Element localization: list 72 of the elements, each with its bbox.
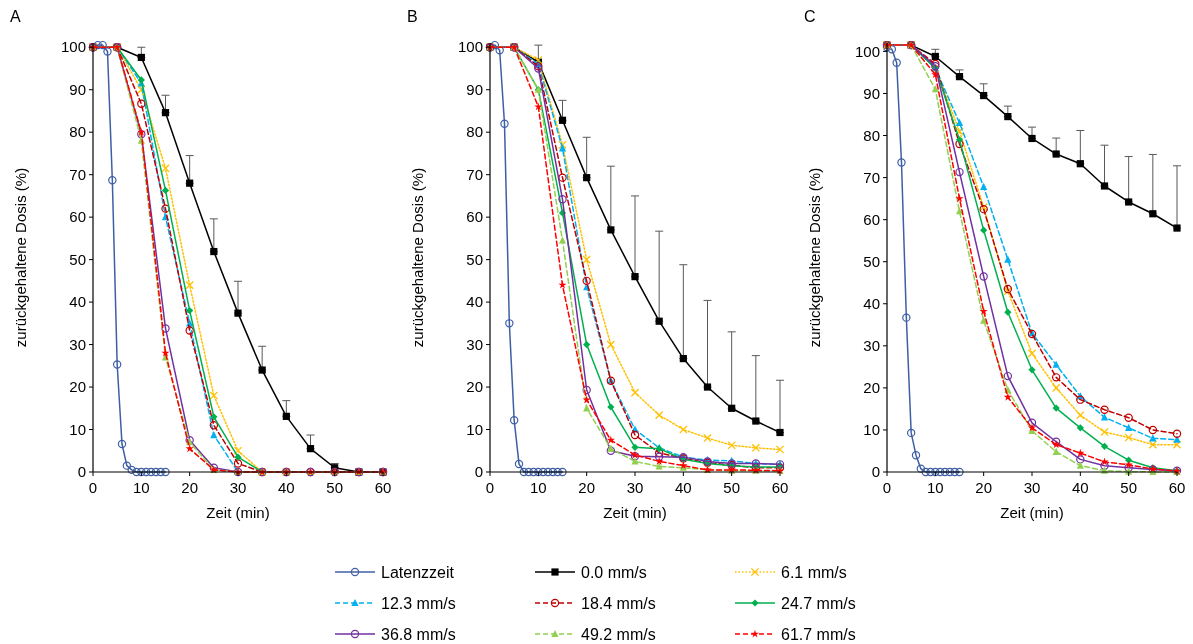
y-tick-label: 50 [863, 252, 880, 270]
y-tick-label: 90 [863, 84, 880, 102]
x-axis-title: Zeit (min) [206, 504, 270, 521]
x-tick-label: 60 [1168, 479, 1186, 496]
y-tick-label: 80 [69, 123, 86, 141]
x-tick-label: 40 [277, 479, 295, 496]
x-tick-label: 20 [181, 479, 199, 496]
legend-label: 24.7 mm/s [781, 594, 856, 612]
y-tick-label: 70 [466, 165, 483, 183]
legend-label: Latenzzeit [381, 563, 455, 581]
x-tick-label: 50 [723, 479, 741, 496]
y-tick-label: 70 [69, 165, 86, 183]
y-tick-label: 80 [863, 126, 880, 144]
legend-label: 12.3 mm/s [381, 594, 456, 612]
x-tick-label: 30 [626, 479, 644, 496]
legend-label: 18.4 mm/s [581, 594, 656, 612]
y-tick-label: 0 [474, 463, 483, 481]
y-tick-label: 70 [863, 168, 880, 186]
legend-label: 6.1 mm/s [781, 563, 847, 581]
y-tick-label: 100 [854, 42, 880, 60]
x-tick-label: 30 [229, 479, 247, 496]
x-tick-label: 10 [529, 479, 547, 496]
chart-title: B [407, 8, 418, 25]
x-axis-title: Zeit (min) [1000, 504, 1064, 521]
x-tick-label: 40 [674, 479, 692, 496]
x-axis-title: Zeit (min) [603, 504, 667, 521]
y-tick-label: 10 [69, 420, 86, 438]
y-tick-label: 80 [466, 123, 483, 141]
x-tick-label: 30 [1023, 479, 1041, 496]
y-tick-label: 100 [60, 38, 86, 56]
y-tick-label: 60 [863, 210, 880, 228]
y-tick-label: 30 [863, 337, 880, 355]
y-tick-label: 10 [466, 420, 483, 438]
chart-title: C [804, 8, 816, 25]
y-axis-title: zurückgehaltene Dosis (%) [409, 167, 426, 348]
x-tick-label: 0 [485, 479, 495, 496]
y-tick-label: 100 [457, 38, 483, 56]
x-tick-label: 0 [88, 479, 98, 496]
x-tick-label: 60 [771, 479, 789, 496]
y-tick-label: 40 [466, 293, 483, 311]
x-tick-label: 10 [132, 479, 150, 496]
x-tick-label: 50 [1120, 479, 1138, 496]
x-tick-label: 0 [882, 479, 892, 496]
legend-label: 0.0 mm/s [581, 563, 647, 581]
y-tick-label: 40 [69, 293, 86, 311]
x-tick-label: 20 [975, 479, 993, 496]
x-tick-label: 50 [326, 479, 344, 496]
y-tick-label: 30 [69, 335, 86, 353]
y-tick-label: 20 [466, 378, 483, 396]
y-tick-label: 0 [77, 463, 86, 481]
y-tick-label: 90 [69, 80, 86, 98]
x-tick-label: 20 [578, 479, 596, 496]
y-axis-title: zurückgehaltene Dosis (%) [12, 167, 29, 348]
y-tick-label: 60 [69, 208, 86, 226]
y-axis-title: zurückgehaltene Dosis (%) [806, 167, 823, 348]
x-tick-label: 40 [1071, 479, 1089, 496]
y-tick-label: 0 [871, 463, 880, 481]
x-tick-label: 60 [374, 479, 392, 496]
legend-label: 61.7 mm/s [781, 625, 856, 643]
y-tick-label: 50 [466, 250, 483, 268]
legend-label: 36.8 mm/s [381, 625, 456, 643]
y-tick-label: 60 [466, 208, 483, 226]
legend-label: 49.2 mm/s [581, 625, 656, 643]
y-tick-label: 20 [863, 379, 880, 397]
y-tick-label: 50 [69, 250, 86, 268]
y-tick-label: 10 [863, 421, 880, 439]
y-tick-label: 20 [69, 378, 86, 396]
x-tick-label: 10 [926, 479, 944, 496]
y-tick-label: 40 [863, 295, 880, 313]
y-tick-label: 90 [466, 80, 483, 98]
y-tick-label: 30 [466, 335, 483, 353]
chart-title: A [10, 8, 21, 25]
